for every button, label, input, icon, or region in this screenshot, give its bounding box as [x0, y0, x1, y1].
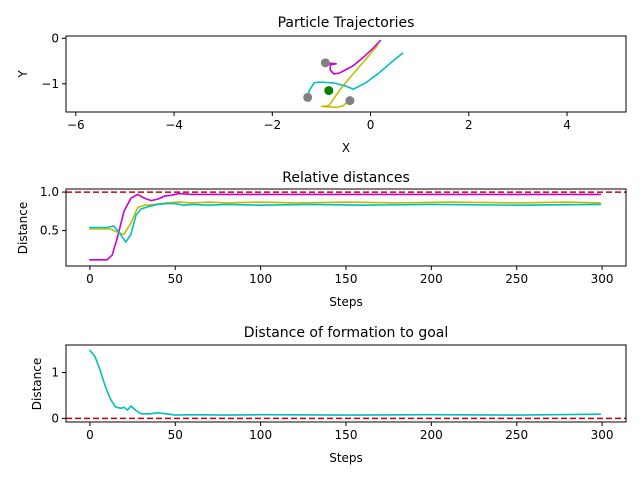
x-tick-label: 100 [249, 272, 272, 286]
chart-title: Particle Trajectories [278, 15, 415, 31]
axes-frame [65, 344, 627, 423]
subplot-trajectories: Particle Trajectories X Y −6 −4 −2 0 2 4 0 −1 [16, 15, 627, 155]
series-line-2 [320, 44, 379, 109]
particle-marker-2 [303, 92, 313, 102]
y-tick-label: 0 [51, 31, 59, 45]
plot-area [66, 349, 626, 420]
x-tick-label: 4 [563, 118, 571, 132]
x-tick-label: 0 [86, 428, 94, 442]
x-tick-label: −2 [263, 118, 281, 132]
x-tick-label: 50 [168, 272, 183, 286]
y-tick-label: 1.0 [40, 185, 59, 199]
series-line-1 [89, 349, 602, 416]
axes-frame [65, 35, 627, 113]
series-line-1 [89, 192, 602, 261]
x-tick-label: 300 [591, 428, 614, 442]
particle-marker-3 [345, 96, 355, 106]
plot-area [66, 191, 626, 261]
x-tick-label: 200 [420, 428, 443, 442]
plot-area [303, 39, 404, 109]
x-tick-label: 50 [168, 428, 183, 442]
x-tick-label: 150 [335, 428, 358, 442]
series-line-3 [89, 202, 602, 243]
series-line-1 [325, 39, 382, 75]
x-tick-label: −4 [165, 118, 183, 132]
subplot-relative-distances: Relative distances Steps Distance 0 50 100… [16, 170, 627, 309]
x-axis-label: Steps [329, 451, 363, 465]
x-axis-label: X [342, 141, 350, 155]
series-line-3 [306, 52, 404, 99]
y-axis-label: Y [16, 70, 30, 79]
x-axis-label: Steps [329, 295, 363, 309]
chart-title: Distance of formation to goal [244, 325, 449, 341]
y-tick-label: 0.5 [40, 224, 59, 238]
particle-marker-1 [320, 58, 330, 68]
x-tick-label: 200 [420, 272, 443, 286]
subplot-distance-to-goal: Distance of formation to goal Steps Dist… [30, 325, 627, 465]
x-tick-label: 100 [249, 428, 272, 442]
x-tick-label: −6 [67, 118, 85, 132]
chart-title: Relative distances [282, 170, 410, 186]
x-tick-label: 150 [335, 272, 358, 286]
x-tick-label: 300 [591, 272, 614, 286]
y-axis-label: Distance [16, 202, 30, 254]
y-axis-label: Distance [30, 358, 44, 410]
x-tick-label: 250 [505, 428, 528, 442]
series-line-2 [89, 201, 602, 236]
x-tick-label: 250 [505, 272, 528, 286]
y-tick-label: 0 [51, 411, 59, 425]
y-tick-label: −1 [41, 77, 59, 91]
x-tick-label: 2 [465, 118, 473, 132]
x-tick-label: 0 [86, 272, 94, 286]
goal-marker [324, 86, 334, 96]
x-tick-label: 0 [367, 118, 375, 132]
y-tick-label: 1 [51, 366, 59, 380]
